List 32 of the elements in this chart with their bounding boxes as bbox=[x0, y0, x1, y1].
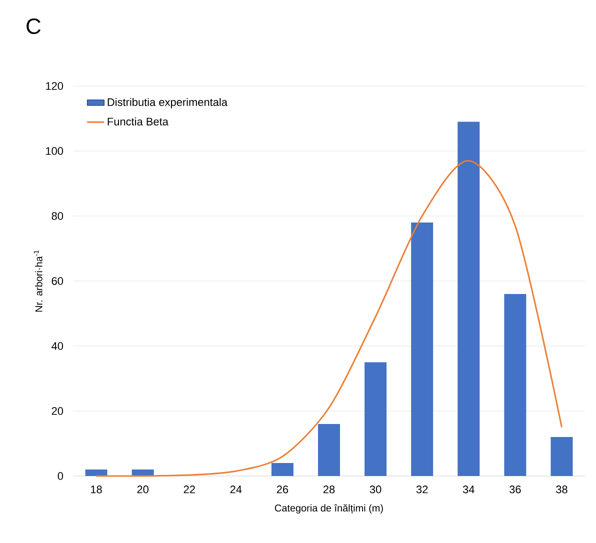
bar bbox=[504, 294, 526, 476]
bar bbox=[550, 437, 573, 476]
y-tick-label: 120 bbox=[46, 82, 64, 90]
x-tick-label: 36 bbox=[510, 486, 521, 494]
legend-label: Distributia experimentala bbox=[108, 98, 228, 108]
legend-label: Functia Beta bbox=[108, 117, 168, 126]
x-tick-label: 20 bbox=[137, 486, 148, 494]
y-tick-label: 0 bbox=[58, 472, 64, 480]
x-tick-label: 22 bbox=[184, 486, 195, 494]
y-axis-title: Nr. arbori·ha$^{-1}$ bbox=[34, 250, 42, 312]
x-tick-label: 28 bbox=[323, 486, 335, 494]
y-tick-label: 40 bbox=[52, 342, 64, 350]
bar bbox=[318, 424, 340, 476]
x-tick-label: 26 bbox=[276, 486, 288, 494]
y-tick-label: 20 bbox=[52, 407, 64, 415]
bar bbox=[458, 122, 480, 476]
x-tick-label: 38 bbox=[556, 486, 568, 494]
line-series bbox=[96, 160, 562, 477]
y-tick-label: 60 bbox=[52, 277, 64, 285]
bar bbox=[271, 463, 294, 476]
x-tick-label: 30 bbox=[370, 486, 382, 494]
bar bbox=[411, 222, 434, 476]
y-tick-label: 100 bbox=[46, 147, 64, 155]
bar bbox=[364, 362, 387, 476]
x-tick-label: 34 bbox=[462, 486, 474, 494]
x-tick-label: 32 bbox=[416, 486, 428, 494]
x-tick-label: 18 bbox=[91, 486, 102, 494]
bar bbox=[85, 470, 108, 476]
x-tick-label: 24 bbox=[230, 486, 242, 494]
chart-title: C bbox=[26, 18, 41, 34]
x-axis-title: Categoria de înălțimi (m) bbox=[274, 504, 383, 514]
y-tick-label: 80 bbox=[52, 212, 64, 220]
